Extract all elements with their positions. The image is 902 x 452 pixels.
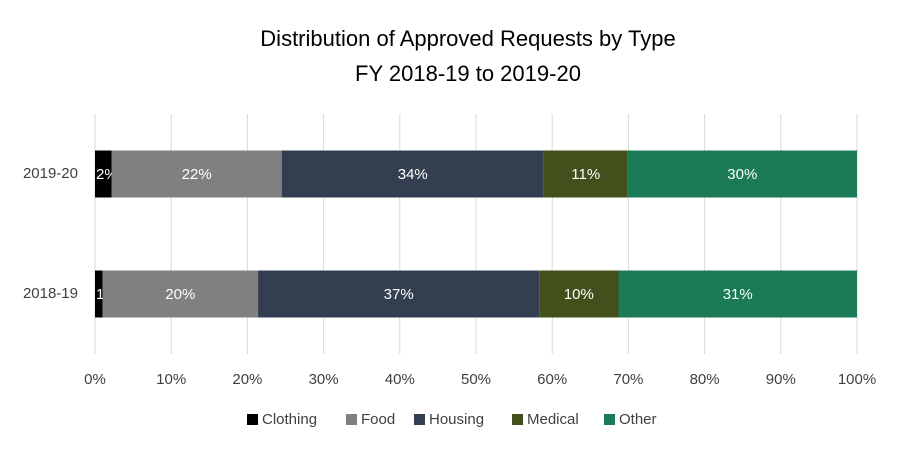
data-label: 34%	[398, 166, 428, 183]
x-tick-label: 20%	[232, 371, 262, 388]
bar-segment	[618, 270, 857, 318]
data-label: 11%	[571, 166, 600, 183]
bar-segment	[95, 150, 112, 198]
data-label: 22%	[182, 166, 212, 183]
x-tick-label: 60%	[537, 371, 567, 388]
bar-segment	[102, 270, 259, 318]
x-tick-label: 40%	[385, 371, 415, 388]
x-tick-label: 70%	[613, 371, 643, 388]
data-label: 20%	[165, 286, 195, 303]
bar-segment	[281, 150, 544, 198]
legend-label: Clothing	[262, 411, 317, 428]
bar-segment	[543, 150, 628, 198]
chart-title: Distribution of Approved Requests by Typ…	[260, 26, 675, 51]
legend-swatch	[604, 414, 615, 425]
data-label: 10%	[564, 286, 594, 303]
x-tick-label: 90%	[766, 371, 796, 388]
bar-segment	[111, 150, 282, 198]
data-label: 30%	[727, 166, 757, 183]
bar-segment	[539, 270, 619, 318]
y-tick-label: 2018-19	[23, 285, 78, 302]
legend-swatch	[247, 414, 258, 425]
chart-subtitle: FY 2018-19 to 2019-20	[355, 61, 581, 86]
data-label: 37%	[384, 286, 414, 303]
x-tick-label: 30%	[309, 371, 339, 388]
legend-swatch	[512, 414, 523, 425]
legend-label: Medical	[527, 411, 579, 428]
legend-label: Other	[619, 411, 657, 428]
legend-label: Food	[361, 411, 395, 428]
bar-segment	[258, 270, 540, 318]
data-label: 31%	[723, 286, 753, 303]
x-tick-label: 80%	[690, 371, 720, 388]
x-tick-label: 10%	[156, 371, 186, 388]
x-tick-label: 50%	[461, 371, 491, 388]
legend-swatch	[346, 414, 357, 425]
bar-segment	[95, 270, 103, 318]
x-tick-label: 100%	[838, 371, 876, 388]
x-tick-label: 0%	[84, 371, 106, 388]
y-tick-label: 2019-20	[23, 165, 78, 182]
legend-swatch	[414, 414, 425, 425]
bar-segment	[627, 150, 857, 198]
legend-label: Housing	[429, 411, 484, 428]
